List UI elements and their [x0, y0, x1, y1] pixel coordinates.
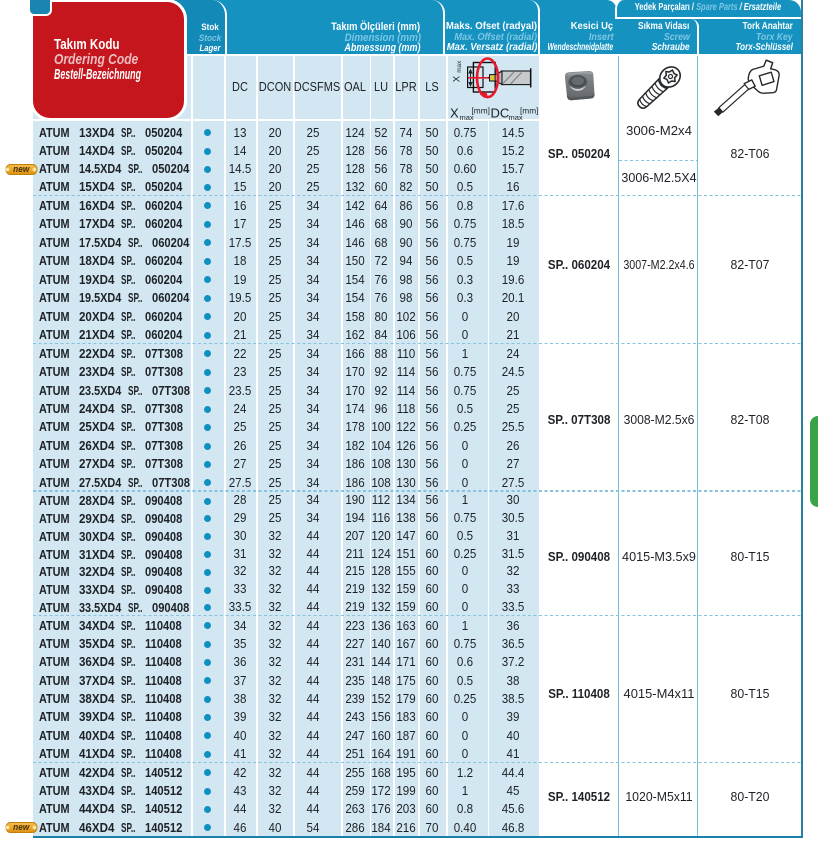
svg-text:max: max: [456, 60, 463, 73]
svg-text:max: max: [460, 113, 474, 120]
svg-text:DC: DC: [491, 105, 510, 120]
svg-text:X: X: [450, 105, 459, 120]
svg-text:max: max: [509, 113, 523, 120]
svg-text:[mm]: [mm]: [472, 105, 490, 115]
svg-text:X: X: [452, 75, 463, 82]
svg-text:[mm]: [mm]: [520, 105, 538, 115]
